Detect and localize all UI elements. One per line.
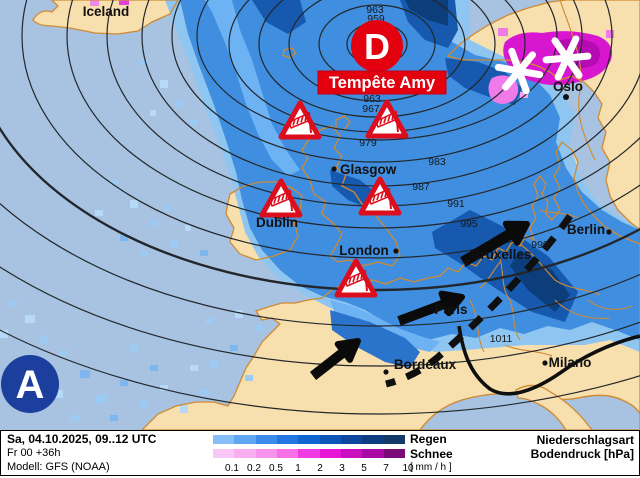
legend-value: 0.2 <box>247 463 261 474</box>
snow-color-step <box>362 449 384 458</box>
rain-color-step <box>319 435 341 444</box>
city-label-dublin: Dublin <box>256 215 298 230</box>
city-dot-glasgow <box>331 166 337 172</box>
legend-value: 10 <box>402 463 414 474</box>
legend-value: 0.1 <box>225 463 239 474</box>
city-dot-bruxelles <box>464 259 470 265</box>
snow-color-scale <box>213 449 405 458</box>
isobar-label: 963 <box>366 4 384 16</box>
city-dot-berlin <box>606 229 612 235</box>
legend-value: 1 <box>295 463 301 474</box>
legend-values: 0.1 0.2 0.5 1 2 3 5 7 10 <box>221 463 419 474</box>
isobar-label: 983 <box>428 156 446 168</box>
city-label-bordeaux: Bordeaux <box>394 357 457 372</box>
legend-value: 5 <box>361 463 367 474</box>
isobar-label: 995 <box>460 218 478 230</box>
rain-color-step <box>255 435 277 444</box>
isobar-label: 967 <box>362 103 380 115</box>
city-label-milano: Milano <box>549 355 592 370</box>
precip-type-title: Niederschlagsart <box>536 433 634 447</box>
legend-value: 2 <box>317 463 323 474</box>
city-dot-london <box>393 248 399 254</box>
city-label-london: London <box>339 243 388 258</box>
snow-color-step <box>213 449 235 458</box>
map-canvas: 963 959 963 967 979 983 987 991 995 999 … <box>0 0 640 431</box>
snow-color-step <box>276 449 299 458</box>
model-info: Sa, 04.10.2025, 09..12 UTC Fr 00 +36h Mo… <box>7 433 156 473</box>
rain-color-step <box>276 435 299 444</box>
snow-color-step <box>298 449 320 458</box>
isobar-label: 979 <box>359 137 377 149</box>
snow-color-step <box>319 449 341 458</box>
storm-name: Tempête Amy <box>329 74 436 92</box>
city-label-glasgow: Glasgow <box>340 162 397 177</box>
city-labels: Iceland Glasgow Dublin London Bruxelles … <box>83 4 612 375</box>
legend-value: 7 <box>383 463 389 474</box>
rain-color-step <box>362 435 384 444</box>
wind-arrows <box>309 220 530 380</box>
map-footer: Sa, 04.10.2025, 09..12 UTC Fr 00 +36h Mo… <box>0 430 640 476</box>
snow-color-step <box>383 449 405 458</box>
legend-row-labels: Regen Schnee [ mm / h ] <box>410 433 453 473</box>
high-pressure-symbol: A <box>1 355 59 413</box>
isobar-labels: 963 959 963 967 979 983 987 991 995 999 … <box>359 4 549 345</box>
model-name: Modell: GFS (NOAA) <box>7 461 110 473</box>
precip-speckles <box>0 60 590 421</box>
valid-date: Sa, 04.10.2025, 09..12 UTC <box>7 432 157 446</box>
wind-direction-arrow <box>309 338 361 380</box>
country-borders <box>469 0 633 357</box>
city-label-bruxelles: Bruxelles <box>471 247 532 262</box>
snow-color-step <box>340 449 363 458</box>
city-label-paris: Paris <box>434 302 467 317</box>
high-pressure-letter: A <box>16 363 45 407</box>
precipitation-legend: 0.1 0.2 0.5 1 2 3 5 7 10 <box>213 435 414 474</box>
rain-color-scale <box>213 435 405 444</box>
rain-color-step <box>298 435 320 444</box>
low-pressure-letter: D <box>364 26 390 67</box>
rain-label: Regen <box>410 432 447 446</box>
isobar-label: 991 <box>447 198 465 210</box>
snow-label: Schnee <box>410 447 453 461</box>
city-dot-milano <box>542 360 548 366</box>
front-dashed-line <box>385 214 573 388</box>
rain-color-step <box>383 435 405 444</box>
city-label-oslo: Oslo <box>553 79 583 94</box>
legend-value: 0.5 <box>269 463 283 474</box>
legend-unit: [ mm / h ] <box>410 462 452 473</box>
isobar-label: 1011 <box>490 333 513 345</box>
rain-color-step <box>234 435 256 444</box>
model-run: Fr 00 +36h <box>7 447 61 459</box>
storm-name-banner: Tempête Amy <box>317 70 447 95</box>
city-dot-bordeaux <box>383 369 389 375</box>
pressure-title: Bodendruck [hPa] <box>530 447 634 461</box>
rain-color-step <box>213 435 235 444</box>
front-solid-line <box>457 325 640 396</box>
city-label-berlin: Berlin <box>567 222 605 237</box>
map-type-titles: Niederschlagsart Bodendruck [hPa] <box>531 434 634 462</box>
wind-direction-arrow <box>460 220 530 267</box>
isobar-label: 987 <box>412 181 430 193</box>
wind-direction-arrow <box>397 290 465 326</box>
legend-value: 3 <box>339 463 345 474</box>
snow-color-step <box>255 449 277 458</box>
rain-color-step <box>340 435 363 444</box>
region-label-iceland: Iceland <box>83 4 130 19</box>
pressure-precipitation-map: 963 959 963 967 979 983 987 991 995 999 … <box>0 0 640 431</box>
city-dot-oslo <box>563 94 569 100</box>
low-pressure-symbol: D <box>351 20 403 72</box>
isobar-label: 999 <box>531 239 549 251</box>
snow-color-step <box>234 449 256 458</box>
isobar-label: 963 <box>363 93 381 105</box>
